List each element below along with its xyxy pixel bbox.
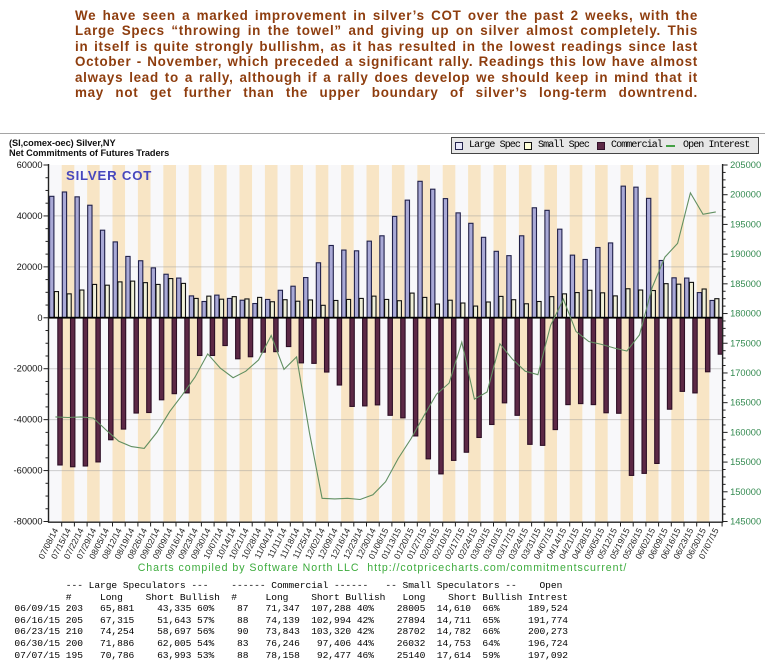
svg-text:-80000: -80000 (14, 517, 43, 527)
svg-text:155000: 155000 (730, 457, 761, 467)
svg-text:160000: 160000 (730, 427, 761, 437)
svg-text:40000: 40000 (17, 211, 43, 221)
svg-text:180000: 180000 (730, 309, 761, 319)
svg-text:150000: 150000 (730, 487, 761, 497)
svg-text:145000: 145000 (730, 517, 761, 527)
svg-text:-60000: -60000 (14, 466, 43, 476)
svg-text:60000: 60000 (17, 160, 43, 170)
svg-text:-20000: -20000 (14, 364, 43, 374)
svg-text:170000: 170000 (730, 368, 761, 378)
svg-text:-40000: -40000 (14, 415, 43, 425)
svg-text:SILVER COT: SILVER COT (66, 168, 152, 183)
svg-text:165000: 165000 (730, 398, 761, 408)
svg-text:20000: 20000 (17, 262, 43, 272)
svg-text:200000: 200000 (730, 190, 761, 200)
svg-text:205000: 205000 (730, 160, 761, 170)
svg-text:185000: 185000 (730, 279, 761, 289)
svg-text:0: 0 (37, 313, 42, 323)
svg-text:190000: 190000 (730, 249, 761, 259)
svg-text:195000: 195000 (730, 219, 761, 229)
svg-text:175000: 175000 (730, 338, 761, 348)
